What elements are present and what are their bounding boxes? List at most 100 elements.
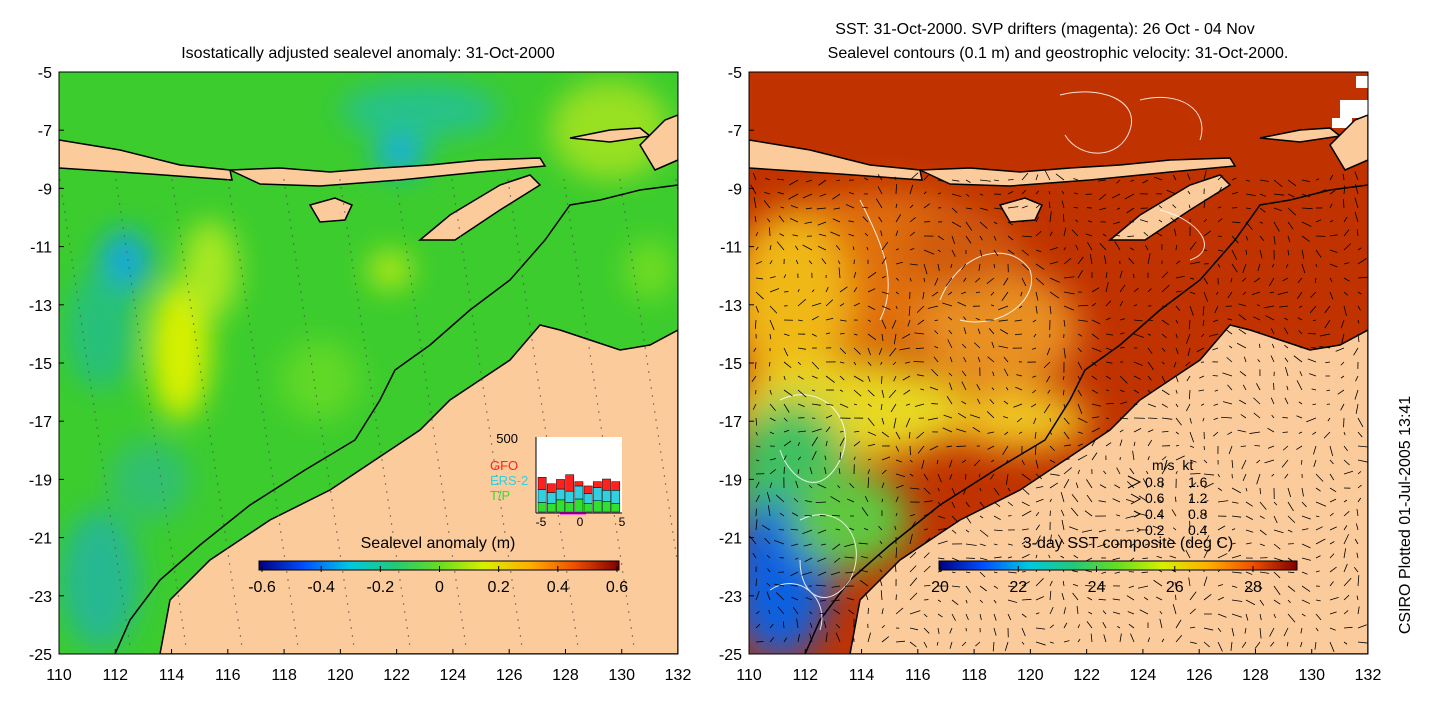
track-dot [503, 523, 504, 524]
track-dot [571, 227, 572, 228]
track-dot [240, 635, 241, 636]
track-dot [454, 571, 455, 572]
track-dot [283, 179, 284, 180]
track-dot [560, 531, 561, 532]
track-dot [515, 603, 516, 604]
track-dot [77, 299, 78, 300]
track-dot [206, 411, 207, 412]
track-dot [287, 579, 288, 580]
track-dot [331, 499, 332, 500]
right-lat-label: -13 [719, 298, 742, 315]
track-dot [439, 467, 440, 468]
track-dot [160, 475, 161, 476]
histogram-bar-gfo [575, 482, 583, 486]
track-dot [186, 275, 187, 276]
track-dot [670, 515, 671, 516]
track-dot [145, 379, 146, 380]
histogram-bar-tp [612, 503, 620, 512]
track-dot [621, 563, 622, 564]
track-dot [105, 483, 106, 484]
histogram-bar-tp [538, 502, 546, 512]
track-dot [459, 227, 460, 228]
track-dot [243, 283, 244, 284]
track-dot [477, 347, 478, 348]
track-dot [121, 587, 122, 588]
track-dot [689, 267, 690, 268]
track-dot [460, 235, 461, 236]
left-lat-label: -7 [38, 123, 52, 140]
track-dot [361, 323, 362, 324]
left-lat-label: -23 [29, 589, 52, 606]
track-dot [411, 283, 412, 284]
velocity-vector [1120, 347, 1125, 348]
track-dot [191, 307, 192, 308]
track-dot [683, 227, 684, 228]
track-dot [310, 355, 311, 356]
track-dot [519, 259, 520, 260]
track-dot [387, 499, 388, 500]
left-lat-label: -15 [29, 356, 52, 373]
track-dot [602, 435, 603, 436]
track-dot [698, 331, 699, 332]
track-dot [274, 491, 275, 492]
track-dot [455, 579, 456, 580]
track-dot [296, 635, 297, 636]
track-dot [745, 643, 746, 644]
track-dot [366, 355, 367, 356]
right-lat-label: -19 [719, 472, 742, 489]
left-lat-label: -19 [29, 472, 52, 489]
velocity-legend-ms-1: 0.8 [1145, 474, 1165, 490]
track-dot [485, 403, 486, 404]
track-dot [621, 187, 622, 188]
track-dot [545, 427, 546, 428]
track-dot [239, 259, 240, 260]
track-dot [155, 443, 156, 444]
track-dot [543, 419, 544, 420]
track-dot [261, 403, 262, 404]
right-lon-label: 112 [793, 667, 819, 684]
track-dot [663, 467, 664, 468]
histogram-bar-gfo [538, 477, 546, 489]
track-dot [88, 371, 89, 372]
track-dot [401, 587, 402, 588]
track-dot [316, 395, 317, 396]
histogram-bar-tp [602, 502, 610, 512]
track-dot [628, 235, 629, 236]
right-lon-label: 126 [1186, 667, 1213, 684]
track-dot [85, 347, 86, 348]
track-dot [575, 627, 576, 628]
track-dot [289, 219, 290, 220]
track-dot [581, 299, 582, 300]
track-dot [574, 251, 575, 252]
track-dot [576, 635, 577, 636]
left-lon-label: 120 [327, 667, 354, 684]
track-dot [347, 227, 348, 228]
right-lat-label: -25 [719, 647, 742, 664]
track-dot [271, 467, 272, 468]
track-dot [353, 267, 354, 268]
track-dot [443, 499, 444, 500]
plot-credit: CSIRO Plotted 01-Jul-2005 13:41 [1397, 396, 1414, 634]
track-dot [174, 195, 175, 196]
track-dot [486, 411, 487, 412]
track-dot [563, 547, 564, 548]
track-dot [70, 251, 71, 252]
left-colorbar-tick-label: 0 [435, 579, 444, 596]
track-dot [391, 523, 392, 524]
track-dot [631, 627, 632, 628]
track-dot [198, 355, 199, 356]
track-dot [256, 371, 257, 372]
track-dot [628, 611, 629, 612]
track-dot [339, 547, 340, 548]
right-lon-label: 122 [1073, 667, 1100, 684]
track-dot [566, 571, 567, 572]
track-dot [634, 275, 635, 276]
track-dot [288, 211, 289, 212]
track-dot [100, 451, 101, 452]
track-dot [63, 203, 64, 204]
track-dot [262, 411, 263, 412]
track-dot [559, 523, 560, 524]
track-dot [568, 211, 569, 212]
track-dot [319, 419, 320, 420]
track-dot [250, 331, 251, 332]
